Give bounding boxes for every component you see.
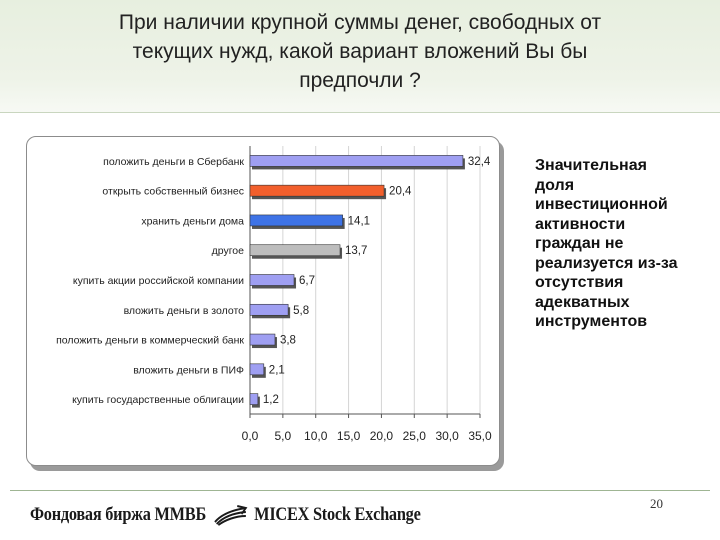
side-note: Значительная доля инвестиционной активно… [535, 156, 720, 332]
category-label: вложить деньги в золото [124, 305, 245, 317]
title-line-3: предпочли ? [299, 69, 421, 92]
data-label: 13,7 [345, 245, 367, 257]
side-note-line: инструментов [535, 313, 648, 330]
data-label: 5,8 [293, 305, 309, 317]
logo-text-english: MICEX Stock Exchange [254, 504, 421, 525]
side-note-line: активности [535, 215, 626, 233]
bar [249, 274, 295, 286]
data-label: 20,4 [389, 186, 412, 198]
x-tick-label: 25,0 [403, 429, 427, 443]
x-tick-label: 30,0 [435, 429, 459, 443]
micex-logo-icon [213, 505, 248, 526]
title-band: При наличии крупной суммы денег, свободн… [0, 0, 720, 113]
bar [249, 155, 464, 167]
logo-text-russian: Фондовая биржа ММВБ [30, 504, 206, 525]
side-note-line: адекватных [535, 293, 630, 311]
bar [249, 363, 265, 376]
bar-chart: 0,0 5,0 10,0 15,0 20,0 25,0 30,0 35,0 положить д… [56, 146, 492, 443]
category-label: открыть собственный бизнес [102, 186, 244, 198]
bar [249, 303, 289, 316]
bar [249, 184, 385, 197]
side-note-line: инвестиционной [535, 196, 668, 213]
side-note-line: доля [535, 176, 575, 194]
x-tick-label: 20,0 [370, 429, 394, 443]
bar [249, 244, 341, 257]
x-tick-label: 5,0 [275, 429, 292, 443]
category-label: положить деньги в Сбербанк [103, 156, 244, 168]
category-label: купить государственные облигации [72, 394, 244, 406]
title-line-2: текущих нужд, какой вариант вложений Вы … [132, 40, 588, 63]
x-tick-label: 35,0 [468, 429, 492, 443]
bar [249, 333, 276, 346]
side-note-line: отсутствия [535, 274, 624, 291]
side-note-line: граждан не [535, 235, 624, 252]
bar [249, 393, 259, 405]
data-label: 6,7 [299, 275, 315, 287]
bar [249, 214, 343, 227]
footer-divider [10, 490, 710, 491]
data-label: 2,1 [269, 364, 285, 376]
category-label: положить деньги в коммерческий банк [56, 335, 244, 347]
x-tick-label: 15,0 [337, 429, 361, 443]
side-note-line: реализуется из-за [535, 254, 678, 272]
page-number: 20 [650, 496, 663, 511]
category-label: купить акции российской компании [73, 275, 244, 287]
category-label: другое [212, 245, 245, 257]
x-tick-label: 10,0 [304, 429, 328, 443]
title-line-1: При наличии крупной суммы денег, свободн… [118, 11, 602, 34]
side-note-line: Значительная [535, 157, 647, 174]
data-label: 32,4 [468, 156, 491, 168]
data-label: 3,8 [280, 335, 296, 347]
category-label: вложить деньги в ПИФ [133, 364, 244, 376]
exchange-logo: Фондовая биржа ММВБ MICEX Stock Exchange [30, 500, 421, 530]
slide-title: При наличии крупной суммы денег, свободн… [40, 8, 680, 95]
category-label: хранить деньги дома [141, 215, 244, 227]
data-label: 14,1 [348, 215, 370, 227]
x-tick-label: 0,0 [242, 429, 259, 443]
data-label: 1,2 [263, 394, 279, 406]
